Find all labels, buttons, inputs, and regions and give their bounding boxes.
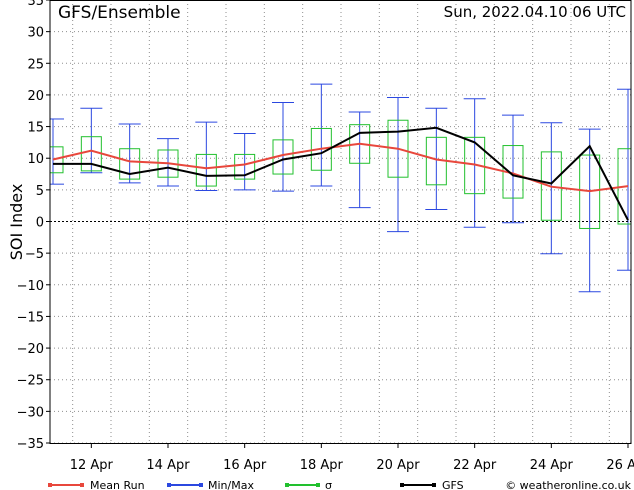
legend-label-minmax: Min/Max (208, 479, 254, 490)
legend-label-mean: Mean Run (90, 479, 145, 490)
gfs-line (53, 126, 629, 221)
y-tick-label: −30 (17, 405, 44, 420)
x-axis-ticks: 12 Apr 14 Apr 16 Apr 18 Apr 20 Apr 22 Apr 24 A… (70, 443, 634, 473)
y-tick-label: 20 (27, 89, 44, 104)
sigma-box (195, 153, 217, 187)
legend-marker-minmax-left (167, 483, 171, 487)
chart-title: GFS/Ensemble (58, 3, 181, 23)
x-tick-label: 12 Apr (70, 458, 114, 473)
sigma-box (540, 151, 562, 221)
y-tick-label: 0 (36, 216, 44, 231)
legend: Mean Run Min/Max σ GFS © weatheronline.c (48, 479, 632, 490)
sigma-box (387, 119, 409, 178)
line-series (52, 126, 629, 221)
legend-marker-sigma-right (316, 483, 320, 487)
legend-marker-mean-left (48, 483, 52, 487)
sigma-box (349, 124, 371, 164)
sigma-box (234, 153, 256, 180)
y-tick-label: −15 (17, 310, 44, 325)
legend-item-sigma: σ (285, 479, 332, 490)
legend-item-gfs: GFS (400, 479, 464, 490)
legend-item-mean-run: Mean Run (48, 479, 145, 490)
y-tick-label: 10 (27, 152, 44, 167)
y-axis-label: SOI Index (7, 184, 26, 261)
legend-marker-sigma-left (285, 483, 289, 487)
credit-link[interactable]: © weatheronline.co.uk (505, 479, 631, 490)
legend-label-gfs: GFS (442, 479, 464, 490)
x-tick-label: 20 Apr (376, 458, 420, 473)
sigma-box (119, 148, 141, 180)
y-axis-ticks: −35 −30 −25 −20 −15 −10 −5 0 5 10 15 20 25 30 35 (17, 0, 50, 452)
legend-marker-gfs-right (432, 483, 436, 487)
y-tick-label: 30 (27, 26, 44, 41)
legend-marker-gfs-left (400, 483, 404, 487)
legend-marker-mean-right (80, 483, 84, 487)
sigma-box (464, 136, 486, 195)
legend-item-minmax: Min/Max (167, 479, 254, 490)
y-tick-label: −5 (25, 247, 44, 262)
x-tick-label: 24 Apr (530, 458, 574, 473)
y-tick-label: 15 (27, 121, 44, 136)
y-tick-label: −20 (17, 342, 44, 357)
x-tick-label: 18 Apr (300, 458, 344, 473)
x-tick-label: 26 Apr (606, 458, 634, 473)
sigma-box (579, 154, 601, 229)
y-tick-label: −25 (17, 374, 44, 389)
y-tick-label: 5 (36, 184, 44, 199)
x-tick-label: 22 Apr (453, 458, 497, 473)
y-tick-label: 25 (27, 57, 44, 72)
y-tick-label: −35 (17, 437, 44, 452)
y-tick-label: 35 (27, 0, 44, 9)
y-tick-label: −10 (17, 279, 44, 294)
grid-layer (50, 0, 631, 444)
run-timestamp: Sun, 2022.04.10 06 UTC (444, 3, 626, 21)
x-tick-label: 14 Apr (146, 458, 190, 473)
legend-label-sigma: σ (325, 479, 332, 490)
legend-marker-minmax-right (199, 483, 203, 487)
plot-frame (49, 0, 632, 444)
x-tick-label: 16 Apr (223, 458, 267, 473)
